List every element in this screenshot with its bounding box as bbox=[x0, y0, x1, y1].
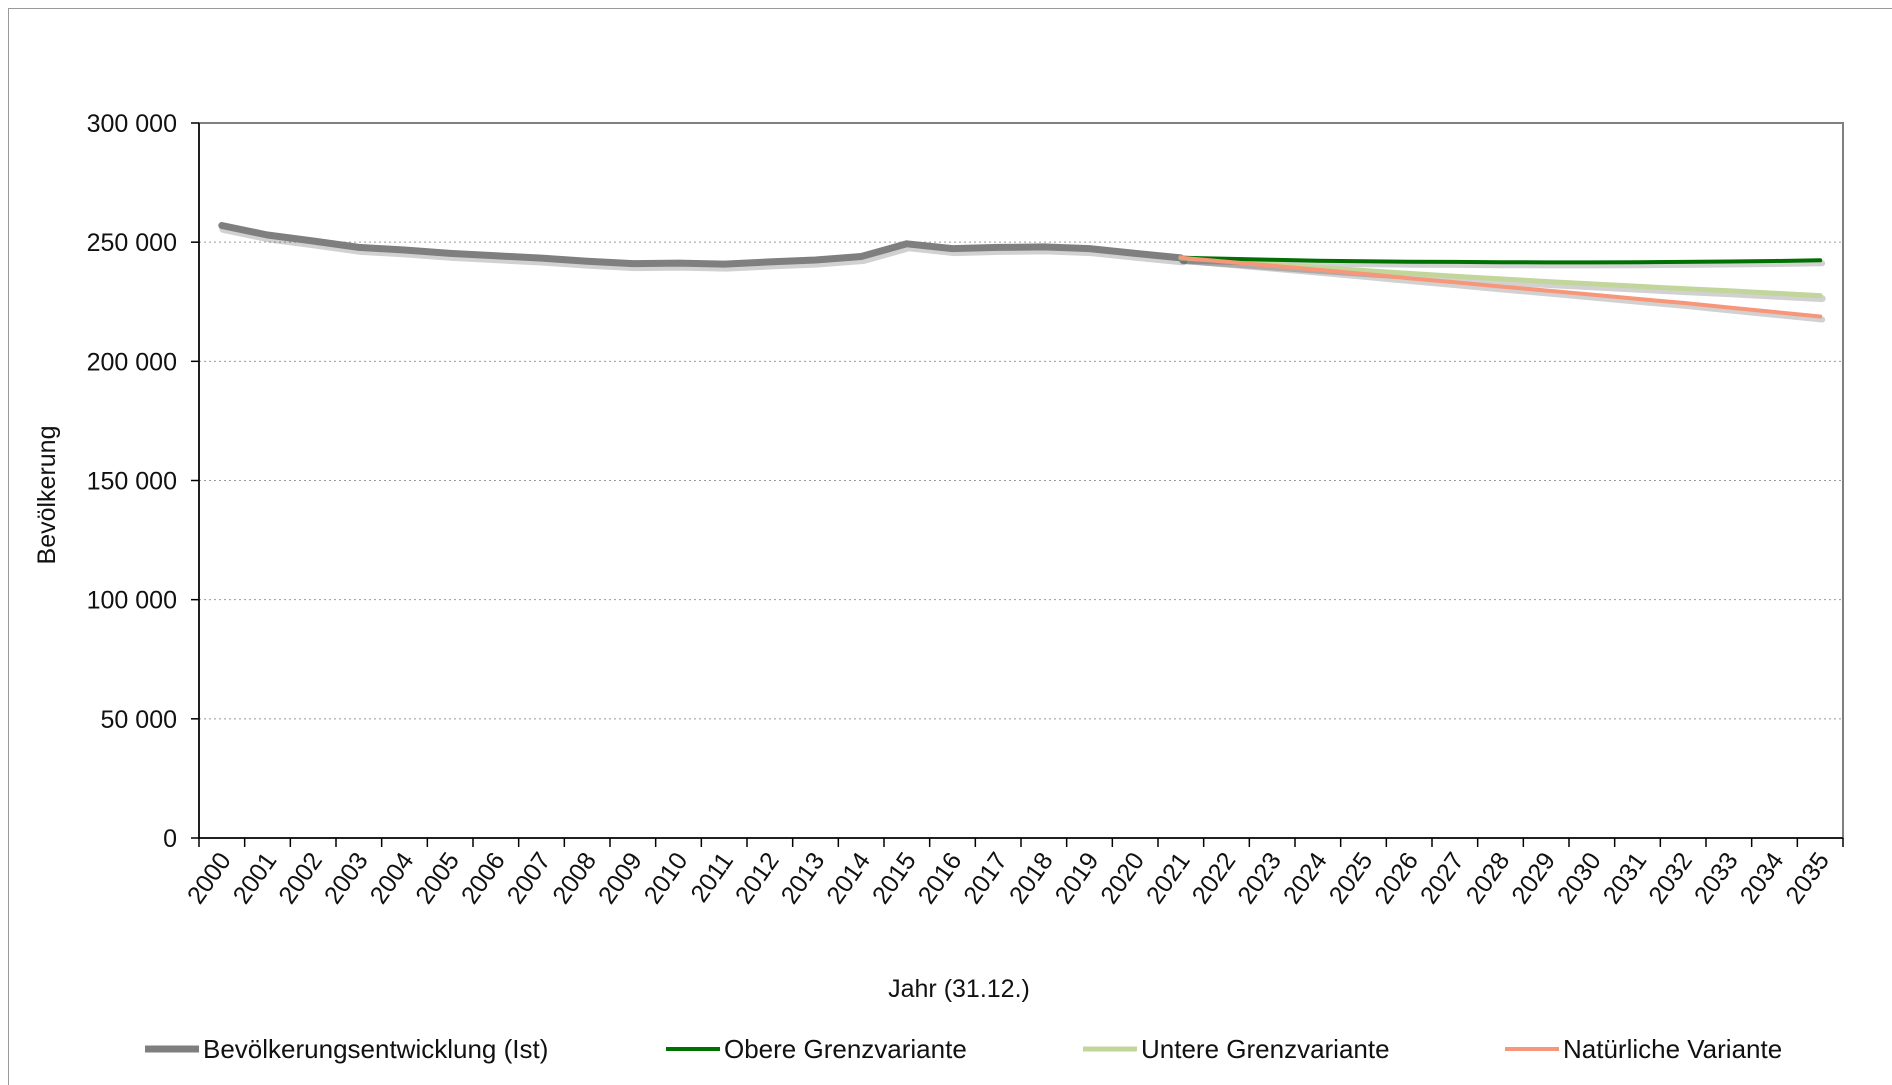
x-tick-label: 2005 bbox=[410, 847, 465, 909]
x-tick-label: 2026 bbox=[1369, 847, 1424, 909]
x-tick-label: 2018 bbox=[1004, 847, 1059, 909]
legend-label: Natürliche Variante bbox=[1563, 1034, 1782, 1064]
x-tick-label: 2035 bbox=[1780, 847, 1835, 909]
chart-frame bbox=[8, 8, 1892, 1085]
x-tick-label: 2031 bbox=[1598, 847, 1653, 909]
grid-lines bbox=[199, 122, 1843, 720]
y-tick-label: 300 000 bbox=[87, 110, 177, 138]
y-tick-label: 200 000 bbox=[87, 348, 177, 376]
x-tick-label: 2003 bbox=[319, 847, 374, 909]
x-tick-label: 2025 bbox=[1324, 847, 1379, 909]
legend-label: Untere Grenzvariante bbox=[1141, 1034, 1390, 1064]
x-tick-label: 2015 bbox=[867, 847, 922, 909]
x-tick-label: 2016 bbox=[913, 847, 968, 909]
series-lines bbox=[218, 222, 1826, 323]
x-tick-label: 2019 bbox=[1050, 847, 1105, 909]
series-line-1 bbox=[218, 222, 1185, 268]
x-tick-label: 2033 bbox=[1689, 847, 1744, 909]
x-tick-label: 2001 bbox=[228, 847, 283, 909]
legend-label: Obere Grenzvariante bbox=[724, 1034, 967, 1064]
series-line-4 bbox=[1178, 255, 1823, 319]
x-tick-label: 2004 bbox=[365, 847, 420, 909]
x-tick-label: 2030 bbox=[1552, 847, 1607, 909]
x-tick-label: 2010 bbox=[639, 847, 694, 909]
x-tick-label: 2023 bbox=[1232, 847, 1287, 909]
x-tick-label: 2011 bbox=[685, 847, 739, 907]
y-tick-label: 100 000 bbox=[87, 587, 177, 615]
x-axis: 2000200120022003200420052006200720082009… bbox=[182, 837, 1844, 909]
x-axis-title: Jahr (31.12.) bbox=[888, 975, 1030, 1003]
x-tick-label: 2007 bbox=[502, 847, 557, 909]
x-tick-label: 2017 bbox=[958, 847, 1013, 909]
x-tick-label: 2029 bbox=[1506, 847, 1561, 909]
x-tick-label: 2027 bbox=[1415, 847, 1470, 909]
y-axis: 0 50 000 100 000 150 000 200 000 250 000 300 0… bbox=[87, 110, 200, 853]
y-tick-label: 250 000 bbox=[87, 229, 177, 257]
y-tick-label: 50 000 bbox=[101, 706, 177, 734]
x-tick-label: 2002 bbox=[273, 847, 328, 909]
series-shadow bbox=[1179, 257, 1826, 323]
x-tick-label: 2028 bbox=[1461, 847, 1516, 909]
x-tick-label: 2012 bbox=[730, 847, 785, 909]
x-tick-label: 2008 bbox=[547, 847, 602, 909]
x-tick-label: 2022 bbox=[1187, 847, 1242, 909]
x-tick-label: 2006 bbox=[456, 847, 511, 909]
x-tick-label: 2034 bbox=[1735, 847, 1790, 909]
series-line-2 bbox=[1178, 255, 1823, 265]
x-tick-label: 2014 bbox=[821, 847, 876, 909]
x-tick-label: 2032 bbox=[1643, 847, 1698, 909]
x-tick-label: 2021 bbox=[1141, 847, 1196, 909]
x-tick-label: 2009 bbox=[593, 847, 648, 909]
x-tick-label: 2000 bbox=[182, 847, 237, 909]
legend: Bevölkerungsentwicklung (Ist) Obere Grenz… bbox=[145, 1034, 1782, 1064]
x-tick-label: 2013 bbox=[776, 847, 831, 909]
y-tick-label: 150 000 bbox=[87, 468, 177, 496]
y-tick-label: 0 bbox=[163, 825, 177, 853]
y-axis-title: Bevölkerung bbox=[33, 426, 61, 565]
x-tick-label: 2020 bbox=[1095, 847, 1150, 909]
x-tick-label: 2024 bbox=[1278, 847, 1333, 909]
legend-label: Bevölkerungsentwicklung (Ist) bbox=[203, 1034, 548, 1064]
